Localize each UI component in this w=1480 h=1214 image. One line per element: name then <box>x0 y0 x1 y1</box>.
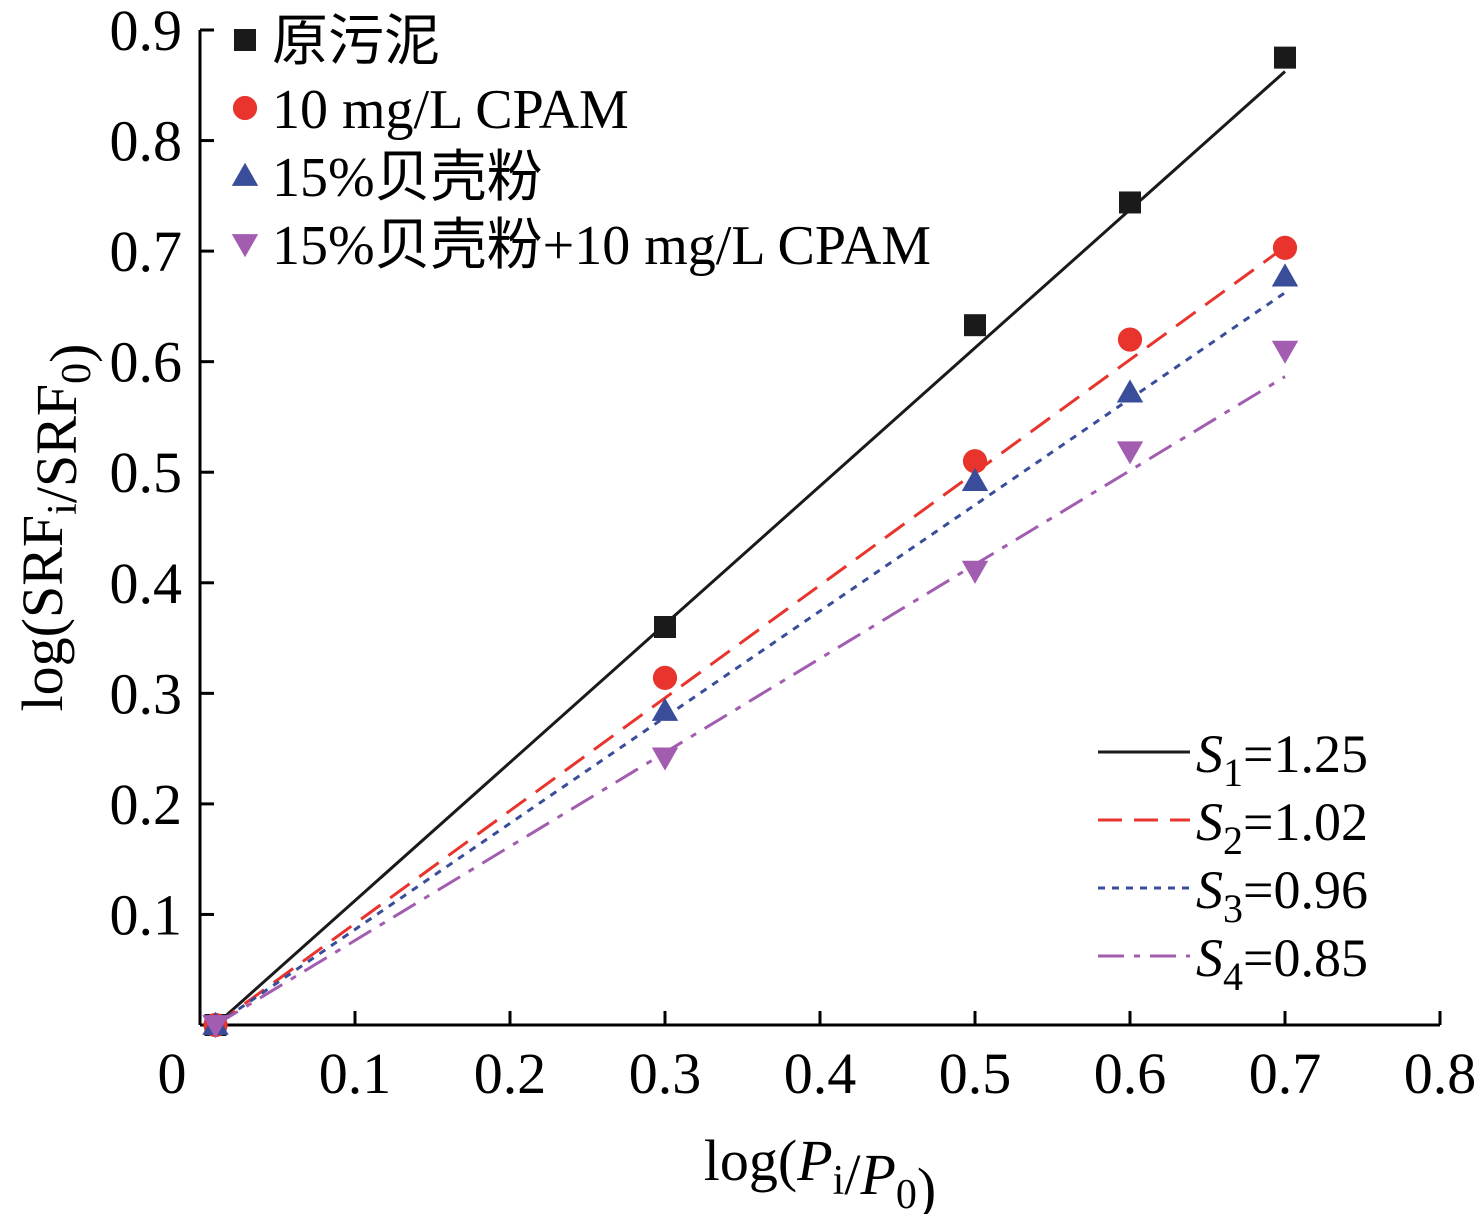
y-tick-label: 0.4 <box>110 551 183 616</box>
fit-line <box>214 245 1286 1027</box>
y-tick-label: 0.1 <box>110 882 183 947</box>
legend-label: 10 mg/L CPAM <box>272 79 629 141</box>
x-tick-label: 0.1 <box>319 1041 392 1106</box>
data-point <box>1119 191 1141 214</box>
fit-legend-label: S1=1.25 <box>1196 724 1368 795</box>
fit-lines <box>214 70 1286 1027</box>
fit-legend-label: S2=1.02 <box>1196 792 1368 863</box>
data-point <box>1271 340 1299 364</box>
fit-legend-label: S3=0.96 <box>1196 860 1368 931</box>
x-tick-label: 0.3 <box>629 1041 702 1106</box>
data-point <box>961 560 989 584</box>
fit-line <box>214 70 1286 1027</box>
y-tick-label: 0.6 <box>110 330 183 395</box>
data-point <box>202 1015 229 1039</box>
data-point <box>1117 327 1143 352</box>
legend-label: 15%贝壳粉+10 mg/L CPAM <box>272 215 931 277</box>
y-tick-label: 0.3 <box>110 661 183 726</box>
x-tick-label: 0.7 <box>1249 1041 1322 1106</box>
y-tick-label: 0.5 <box>110 440 183 505</box>
data-point <box>1271 263 1299 287</box>
data-point <box>652 665 678 690</box>
legend-marker <box>234 29 256 51</box>
data-point <box>961 467 989 491</box>
x-tick-label: 0 <box>158 1041 187 1106</box>
data-point <box>651 697 679 721</box>
x-tick-label: 0.6 <box>1094 1041 1167 1106</box>
fit-legend-label: S4=0.85 <box>1196 928 1368 999</box>
data-point <box>1274 46 1296 69</box>
x-tick-label: 0.2 <box>474 1041 547 1106</box>
data-points <box>202 46 1299 1039</box>
y-tick-label: 0.8 <box>110 109 183 174</box>
legend-marker <box>232 95 258 121</box>
data-point <box>1272 235 1298 260</box>
x-tick-label: 0.5 <box>939 1041 1012 1106</box>
data-point <box>964 314 986 337</box>
data-point <box>1116 379 1144 403</box>
data-point <box>651 747 679 771</box>
data-point <box>962 449 988 474</box>
fit-line <box>214 375 1286 1027</box>
data-point <box>654 616 676 638</box>
legend-label: 15%贝壳粉 <box>272 147 543 209</box>
x-tick-label: 0.8 <box>1404 1041 1477 1106</box>
x-axis-title: log(Pi/P0) <box>704 1128 936 1214</box>
y-tick-label: 0.7 <box>110 219 183 284</box>
axes: 0 0.1 0.2 0.3 0.4 0.5 0.6 0.7 0.8 0.1 0.2 0.3 0.4 0.5… <box>10 0 1476 1214</box>
fit-line <box>214 291 1286 1027</box>
legend-label: 原污泥 <box>272 11 440 73</box>
legend-marker <box>231 162 259 186</box>
y-axis-title: log(SRFi/SRF0) <box>10 344 103 712</box>
x-tick-label: 0.4 <box>784 1041 857 1106</box>
y-tick-label: 0.2 <box>110 772 183 837</box>
legend-marker <box>231 234 259 258</box>
y-tick-label: 0.9 <box>110 0 183 63</box>
data-point <box>1116 441 1144 465</box>
